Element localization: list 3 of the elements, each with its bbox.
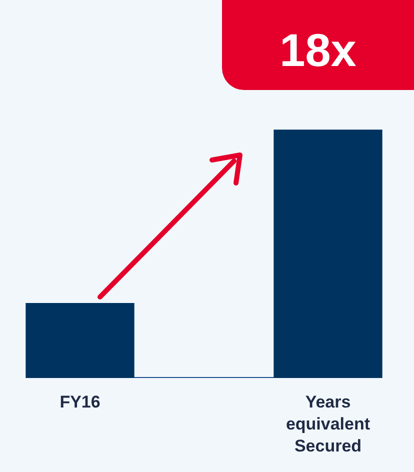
text: 18x: [222, 0, 414, 90]
x-tick-label: Years equivalent Secured: [286, 392, 370, 456]
x-tick-label: FY16: [60, 392, 100, 412]
